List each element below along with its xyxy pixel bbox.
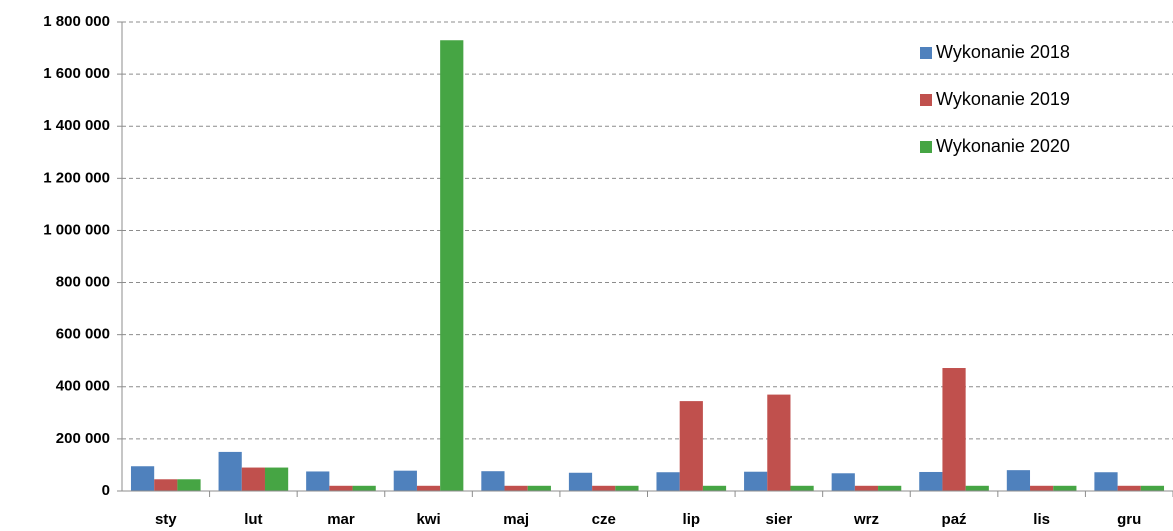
bar (504, 485, 528, 491)
y-tick-label: 600 000 (56, 326, 110, 343)
bar (416, 485, 441, 491)
x-tick-label: sier (766, 511, 793, 528)
x-tick-label: lut (244, 511, 262, 528)
bar (965, 485, 989, 491)
bar (615, 485, 639, 491)
bar (1053, 485, 1077, 491)
bar (790, 485, 814, 491)
x-tick-label: maj (503, 511, 529, 528)
bar (854, 485, 879, 491)
bar (481, 471, 505, 491)
legend-label: Wykonanie 2020 (936, 136, 1070, 156)
bar (527, 485, 551, 491)
x-tick-label: mar (327, 511, 355, 528)
x-tick-label: cze (592, 511, 616, 528)
x-tick-label: kwi (416, 511, 440, 528)
bar (154, 479, 178, 491)
bar (352, 485, 376, 491)
legend-label: Wykonanie 2018 (936, 42, 1070, 62)
x-tick-label: sty (155, 511, 177, 528)
bar (942, 368, 966, 491)
legend-swatch (920, 47, 932, 59)
bar (241, 467, 265, 491)
bar (1140, 485, 1165, 491)
y-tick-label: 1 400 000 (43, 117, 110, 134)
bar (264, 467, 289, 491)
y-tick-label: 800 000 (56, 274, 110, 291)
x-tick-label: wrz (853, 511, 879, 528)
x-tick-label: lis (1033, 511, 1050, 528)
bar (218, 451, 242, 491)
x-tick-label: lip (683, 511, 701, 528)
bar (831, 473, 855, 491)
bar (744, 471, 768, 491)
bar (1030, 485, 1054, 491)
bar (393, 470, 417, 491)
bar (329, 485, 353, 491)
bar (679, 401, 703, 491)
bar (767, 394, 791, 491)
y-tick-label: 1 600 000 (43, 65, 110, 82)
y-tick-label: 1 200 000 (43, 169, 110, 186)
y-tick-label: 1 000 000 (43, 221, 110, 238)
bar (878, 485, 902, 491)
x-tick-label: paź (942, 511, 967, 528)
legend-swatch (920, 141, 932, 153)
bar (919, 471, 943, 491)
bar (1117, 485, 1141, 491)
bar (440, 40, 464, 491)
bar (592, 485, 616, 491)
bar (656, 472, 680, 491)
bar (1006, 470, 1031, 491)
y-tick-label: 1 800 000 (43, 13, 110, 30)
y-tick-label: 200 000 (56, 430, 110, 447)
y-tick-label: 400 000 (56, 378, 110, 395)
bar (306, 471, 330, 491)
bar (1094, 472, 1118, 491)
x-tick-label: gru (1117, 511, 1141, 528)
legend-label: Wykonanie 2019 (936, 89, 1070, 109)
legend-swatch (920, 94, 932, 106)
y-tick-label: 0 (102, 482, 110, 499)
bar (130, 466, 155, 491)
bar (177, 479, 201, 491)
bar (568, 472, 593, 491)
bar (702, 485, 727, 491)
